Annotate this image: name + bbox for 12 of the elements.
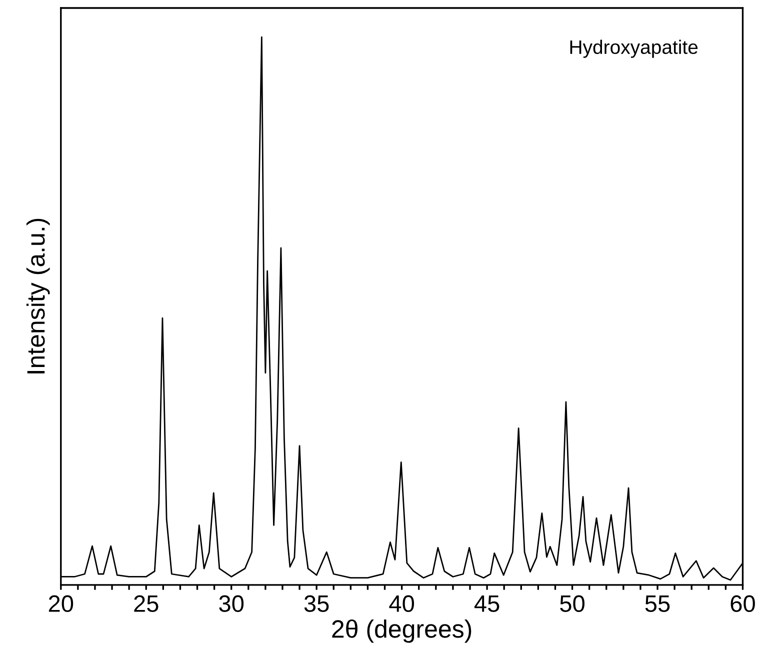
x-tick-label: 55 — [645, 596, 670, 612]
x-axis-title: 2θ (degrees) — [332, 619, 472, 643]
x-tick-label: 60 — [730, 595, 755, 612]
y-axis-title: Intensity (a.u.) — [26, 218, 50, 374]
annotation: Hydroxyapatite — [570, 40, 698, 58]
x-tick-label: 50 — [560, 595, 584, 612]
x-tick-label: 45 — [474, 596, 500, 612]
x-tick-label: 30 — [219, 595, 244, 612]
x-tick-label: 35 — [304, 595, 329, 612]
x-tick-label: 40 — [389, 595, 414, 612]
x-tick-label: 25 — [134, 595, 158, 612]
x-tick-label: 20 — [48, 595, 74, 612]
